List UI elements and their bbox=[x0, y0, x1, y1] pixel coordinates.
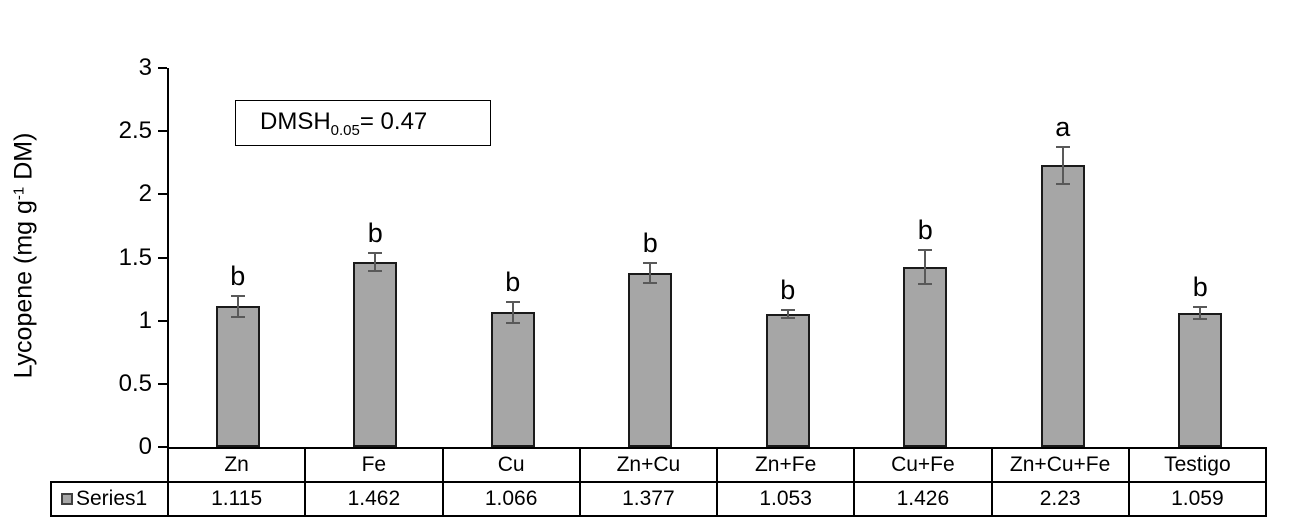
error-bar-part bbox=[230, 294, 245, 297]
error-bar-part bbox=[780, 317, 795, 320]
category-cell: Cu bbox=[444, 449, 581, 481]
bars-container: b b b b b b a b bbox=[169, 68, 1269, 447]
y-tick-mark bbox=[158, 130, 167, 133]
error-bar-part bbox=[924, 248, 927, 286]
y-tick-mark bbox=[158, 319, 167, 322]
error-bar-part bbox=[643, 282, 658, 285]
y-axis-title: Lycopene (mg g-1 DM) bbox=[2, 55, 46, 455]
error-bar-part bbox=[1055, 182, 1070, 185]
error-bar bbox=[918, 248, 933, 286]
bar-slot: b bbox=[857, 68, 995, 447]
error-bar-part bbox=[505, 321, 520, 324]
y-tick-label: 2 bbox=[138, 180, 152, 208]
error-bar-part bbox=[1055, 145, 1070, 148]
bar-slot: b bbox=[307, 68, 445, 447]
value-cell: 1.115 bbox=[169, 483, 307, 515]
series-name: Series1 bbox=[76, 487, 148, 510]
value-cell: 1.426 bbox=[855, 483, 993, 515]
value-cell: 1.053 bbox=[718, 483, 856, 515]
value-cell: 1.066 bbox=[444, 483, 581, 515]
error-bar-part bbox=[643, 261, 658, 264]
error-bar bbox=[230, 294, 245, 318]
category-header-row: Zn Fe Cu Zn+Cu Zn+Fe Cu+Fe Zn+Cu+Fe Testigo bbox=[167, 447, 1267, 481]
category-cell: Zn+Fe bbox=[718, 449, 856, 481]
y-tick-mark bbox=[158, 256, 167, 259]
bar-slot: b bbox=[582, 68, 720, 447]
y-tick-label: 1.5 bbox=[118, 243, 152, 271]
error-bar bbox=[643, 261, 658, 285]
bar bbox=[215, 306, 260, 447]
data-table: Zn Fe Cu Zn+Cu Zn+Fe Cu+Fe Zn+Cu+Fe Testigo Ser… bbox=[50, 447, 1267, 517]
y-tick-label: 3 bbox=[138, 54, 152, 81]
error-bar bbox=[368, 252, 383, 273]
error-bar-part bbox=[1193, 306, 1208, 309]
error-bar bbox=[780, 308, 795, 320]
error-bar-part bbox=[786, 308, 789, 320]
bar bbox=[628, 273, 673, 447]
significance-letter: b bbox=[367, 218, 383, 249]
error-bar-part bbox=[368, 270, 383, 273]
value-cell: 1.059 bbox=[1171, 487, 1224, 510]
category-cell: Zn+Cu bbox=[581, 449, 718, 481]
error-bar-part bbox=[511, 300, 514, 324]
error-bar bbox=[505, 300, 520, 324]
bar-slot: b bbox=[719, 68, 857, 447]
significance-letter: b bbox=[230, 260, 246, 291]
bar bbox=[765, 313, 810, 447]
legend-cell: Series1 bbox=[52, 483, 169, 515]
error-bar-part bbox=[649, 261, 652, 285]
error-bar-part bbox=[368, 252, 383, 255]
error-bar-part bbox=[780, 308, 795, 311]
error-bar-part bbox=[1199, 306, 1202, 321]
dmsh-annotation-box: DMSH0.05= 0.47 bbox=[235, 100, 491, 146]
bar-slot: a bbox=[994, 68, 1132, 447]
y-tick-label: 2.5 bbox=[118, 117, 152, 145]
significance-letter: a bbox=[1055, 111, 1071, 142]
significance-letter: b bbox=[1192, 272, 1208, 303]
significance-letter: b bbox=[780, 274, 796, 305]
bar bbox=[353, 262, 398, 447]
y-tick-label: 0.5 bbox=[118, 369, 152, 397]
value-cell: 1.462 bbox=[306, 483, 444, 515]
error-bar-part bbox=[1061, 145, 1064, 185]
bar bbox=[1040, 165, 1085, 447]
value-cell: 1.377 bbox=[581, 483, 718, 515]
error-bar-part bbox=[505, 300, 520, 303]
error-bar-part bbox=[236, 294, 239, 318]
error-bar-part bbox=[230, 315, 245, 318]
y-tick-mark bbox=[158, 67, 167, 69]
bar bbox=[1178, 313, 1223, 447]
value-cell: 2.23 bbox=[993, 483, 1130, 515]
error-bar-part bbox=[374, 252, 377, 273]
y-tick-mark bbox=[158, 193, 167, 196]
category-cell: Fe bbox=[306, 449, 444, 481]
bar bbox=[903, 266, 948, 447]
error-bar bbox=[1055, 145, 1070, 185]
y-tick-mark bbox=[158, 382, 167, 385]
bar-slot: b bbox=[169, 68, 307, 447]
category-cell: Zn bbox=[169, 449, 307, 481]
bar-slot: b bbox=[444, 68, 582, 447]
dmsh-annotation-text: DMSH0.05= 0.47 bbox=[260, 107, 428, 139]
y-tick-label: 1 bbox=[138, 306, 152, 334]
category-cell: Cu+Fe bbox=[855, 449, 993, 481]
subscript-0-05: 0.05 bbox=[330, 121, 360, 139]
error-bar-part bbox=[918, 248, 933, 251]
y-axis-title-text: Lycopene (mg g-1 DM) bbox=[9, 132, 38, 378]
error-bar-part bbox=[918, 283, 933, 286]
significance-letter: b bbox=[505, 266, 521, 297]
series-swatch-icon bbox=[61, 493, 73, 505]
plot-area: b b b b b b a b bbox=[167, 68, 1269, 447]
significance-letter: b bbox=[642, 227, 658, 258]
bar-slot: b bbox=[1132, 68, 1270, 447]
bar bbox=[490, 312, 535, 447]
category-cell: Zn+Cu+Fe bbox=[993, 449, 1130, 481]
category-cell: Testigo bbox=[1164, 453, 1231, 476]
values-row: Series1 1.115 1.462 1.066 1.377 1.053 1.426 2.… bbox=[50, 481, 1267, 517]
error-bar bbox=[1193, 306, 1208, 321]
superscript-minus-one: -1 bbox=[10, 186, 28, 200]
significance-letter: b bbox=[917, 214, 933, 245]
error-bar-part bbox=[1193, 318, 1208, 321]
